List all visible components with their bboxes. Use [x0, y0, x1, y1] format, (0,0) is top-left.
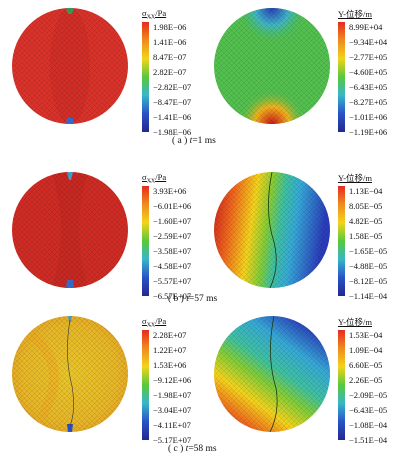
legend-label: −1.98E−06 — [153, 127, 192, 137]
legend-label: 1.53E−04 — [349, 330, 383, 340]
colorbar — [338, 330, 345, 440]
legend-label: 1.09E−04 — [349, 345, 383, 355]
legend-label: −6.01E+06 — [153, 201, 192, 211]
legend-label: −1.65E−05 — [349, 246, 388, 256]
row-c: σXX/Pa 2.28E+07 1.22E+07 1.53E+06 −9.12E… — [0, 308, 418, 458]
legend-label: −1.08E−04 — [349, 420, 388, 430]
legend-label: 1.53E+06 — [153, 360, 187, 370]
legend-label: 3.93E+06 — [153, 186, 187, 196]
caption-b: ( b ) t=57 ms — [168, 294, 218, 304]
legend-label: 1.13E−04 — [349, 186, 383, 196]
legend-label: −1.60E+07 — [153, 216, 192, 226]
caption-a: ( a ) t=1 ms — [172, 136, 216, 146]
legend-label: 6.60E−05 — [349, 360, 383, 370]
legend-title: Y-位移/m — [338, 9, 373, 19]
legend-label: −6.57E+07 — [153, 291, 192, 301]
legend-label: 8.47E−07 — [153, 52, 187, 62]
displacement-contour-disc-b — [214, 172, 330, 288]
legend-label: −4.11E+07 — [153, 420, 191, 430]
row-a: σXX/Pa 1.98E−06 1.41E−06 8.47E−07 2.82E−… — [0, 0, 418, 150]
legend-title: σXX/Pa — [142, 8, 167, 21]
displacement-contour-disc-a — [214, 8, 330, 124]
legend-label: −1.41E−06 — [153, 112, 192, 122]
legend-title: Y-位移/m — [338, 317, 373, 327]
stress-contour-disc-b — [12, 172, 128, 288]
legend-label: −8.47E−07 — [153, 97, 192, 107]
legend-label: 8.99E+04 — [349, 22, 383, 32]
stress-contour-disc-a — [12, 8, 128, 124]
legend-label: 8.05E−05 — [349, 201, 383, 211]
legend-label: 1.98E−06 — [153, 22, 187, 32]
legend-label: −6.43E−05 — [349, 405, 388, 415]
colorbar — [338, 22, 345, 132]
legend-label: 2.26E−05 — [349, 375, 383, 385]
legend-label: −2.59E+07 — [153, 231, 192, 241]
legend-label: −8.27E+05 — [349, 97, 388, 107]
stress-contour-disc-c — [12, 316, 128, 432]
legend-label: −3.04E+07 — [153, 405, 192, 415]
legend-label: −2.77E+05 — [349, 52, 388, 62]
legend-label: −1.14E−04 — [349, 291, 388, 301]
legend-label: 2.82E−07 — [153, 67, 187, 77]
colorbar — [142, 186, 149, 296]
colorbar — [142, 22, 149, 132]
legend-label: −5.57E+07 — [153, 276, 192, 286]
legend-title: σXX/Pa — [142, 316, 167, 329]
displacement-contour-disc-c — [214, 316, 330, 432]
legend-label: 1.41E−06 — [153, 37, 187, 47]
legend-label: −1.98E+07 — [153, 390, 192, 400]
legend-label: −5.17E+07 — [153, 435, 192, 445]
legend-label: −9.34E+04 — [349, 37, 388, 47]
legend-label: 4.82E−05 — [349, 216, 383, 226]
caption-c: ( c ) t=58 ms — [168, 444, 217, 454]
legend-title: Y-位移/m — [338, 173, 373, 183]
legend-label: −8.12E−05 — [349, 276, 388, 286]
legend-label: 1.58E−05 — [349, 231, 383, 241]
legend-label: 1.22E+07 — [153, 345, 187, 355]
row-b: σXX/Pa 3.93E+06 −6.01E+06 −1.60E+07 −2.5… — [0, 154, 418, 304]
legend-label: −1.51E−04 — [349, 435, 388, 445]
legend-label: −6.43E+05 — [349, 82, 388, 92]
legend-label: −9.12E+06 — [153, 375, 192, 385]
legend-label: −3.58E+07 — [153, 246, 192, 256]
legend-title: σXX/Pa — [142, 172, 167, 185]
legend-label: −1.19E+06 — [349, 127, 388, 137]
legend-label: −4.58E+07 — [153, 261, 192, 271]
legend-label: −4.88E−05 — [349, 261, 388, 271]
colorbar — [142, 330, 149, 440]
legend-label: −2.09E−05 — [349, 390, 388, 400]
colorbar — [338, 186, 345, 296]
legend-label: −2.82E−07 — [153, 82, 192, 92]
legend-label: 2.28E+07 — [153, 330, 187, 340]
legend-label: −1.01E+06 — [349, 112, 388, 122]
legend-label: −4.60E+05 — [349, 67, 388, 77]
